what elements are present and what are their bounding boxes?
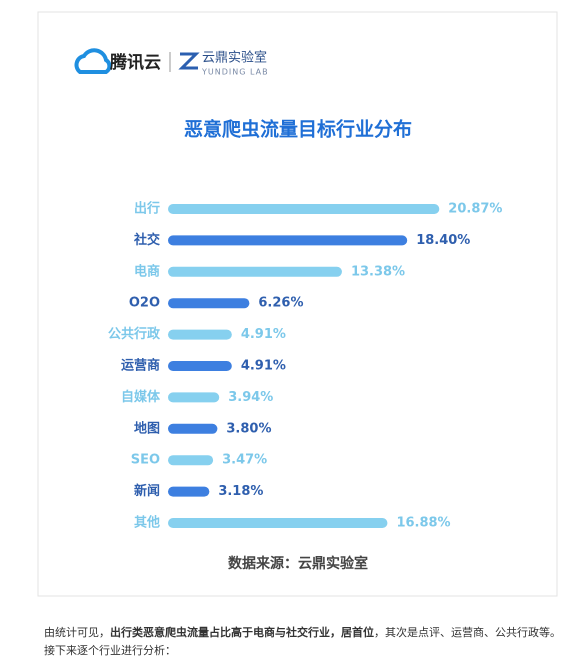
category-label: 电商	[134, 263, 160, 279]
value-label: 18.40%	[416, 233, 470, 248]
category-label: SEO	[131, 453, 160, 468]
value-label: 3.80%	[226, 421, 271, 436]
bar	[168, 204, 440, 214]
category-label: 地图	[134, 420, 160, 436]
bar	[168, 235, 408, 246]
bar	[168, 361, 232, 371]
brand-name: 腾讯云	[110, 52, 161, 73]
bar	[168, 392, 220, 403]
value-label: 3.47%	[222, 453, 267, 468]
text: 由统计可见，	[44, 626, 110, 639]
bar	[168, 455, 214, 466]
value-label: 20.87%	[448, 202, 502, 217]
lab-en: YUNDING LAB	[201, 68, 269, 77]
value-label: 6.26%	[258, 296, 303, 311]
value-label: 13.38%	[351, 264, 405, 279]
value-label: 4.91%	[241, 359, 286, 374]
category-label: 运营商	[121, 358, 160, 374]
value-label: 4.91%	[241, 327, 286, 342]
bar	[168, 298, 250, 309]
bold-text: 出行类恶意爬虫流量占比高于电商与社交行业，居首位	[110, 626, 374, 639]
value-label: 3.94%	[228, 390, 273, 405]
value-label: 16.88%	[396, 516, 450, 531]
card	[37, 11, 558, 597]
chart-title: 恶意爬虫流量目标行业分布	[184, 118, 412, 141]
logo	[74, 48, 200, 74]
text: ，其次是点评、运营商、公共行政等。接下来逐个行业进行分析：	[44, 626, 561, 657]
source: 数据来源：云鼎实验室	[228, 555, 368, 572]
bar	[168, 518, 388, 528]
bar	[168, 486, 210, 497]
category-label: 社交	[133, 232, 160, 248]
chart: 腾讯云 云鼎实验室 YUNDING LAB 恶意爬虫流量目标行业分布 数据来源：…	[37, 11, 558, 597]
cloud-icon	[74, 48, 112, 74]
category-label: 公共行政	[108, 326, 161, 342]
paragraph: 由统计可见，出行类恶意爬虫流量占比高于电商与社交行业，居首位，其次是点评、运营商…	[44, 624, 564, 660]
category-label: 新闻	[134, 483, 160, 499]
bar	[168, 329, 232, 340]
bar	[168, 266, 342, 277]
lab-icon	[178, 52, 200, 70]
lab-name: 云鼎实验室	[202, 50, 267, 66]
category-label: 自媒体	[121, 389, 161, 405]
category-label: O2O	[129, 296, 160, 311]
category-label: 出行	[134, 201, 160, 217]
value-label: 3.18%	[218, 484, 263, 499]
bar	[168, 423, 218, 434]
category-label: 其他	[134, 515, 160, 531]
